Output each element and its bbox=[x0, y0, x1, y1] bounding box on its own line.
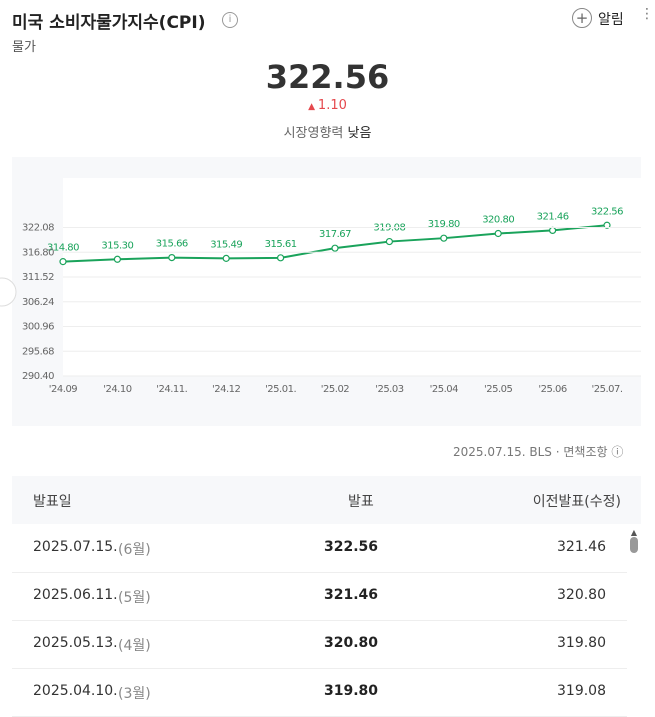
value-label: 314.80 bbox=[47, 243, 79, 254]
previous: 321.46 bbox=[557, 539, 606, 555]
alert-button[interactable]: 알림 bbox=[598, 12, 624, 28]
change: ▲ 1.10 bbox=[0, 98, 655, 113]
actual: 321.46 bbox=[324, 587, 379, 603]
menu[interactable]: ⋮ bbox=[640, 6, 654, 22]
value-label: 319.80 bbox=[428, 219, 460, 230]
point bbox=[59, 258, 67, 266]
y-tick-label: 316.80 bbox=[22, 247, 54, 258]
value-label: 315.61 bbox=[265, 239, 297, 250]
x-tick-label: '25.01. bbox=[265, 384, 296, 395]
date: 2025.04.10. bbox=[33, 683, 118, 699]
impact: 시장영향력 낮음 bbox=[0, 122, 655, 141]
y-tick-label: 300.96 bbox=[22, 322, 54, 333]
value-label: 315.66 bbox=[156, 239, 188, 250]
source-date: 2025.07.15. bbox=[453, 445, 526, 459]
source: 2025.07.15. BLS · 면책조항 ⓘ bbox=[453, 445, 624, 459]
change-value: 1.10 bbox=[317, 98, 347, 113]
date: 2025.07.15. bbox=[33, 539, 118, 555]
source-agency: BLS bbox=[529, 445, 552, 459]
x-tick-label: '24.10 bbox=[103, 384, 132, 395]
table-row: 2025.05.13. (4월) 320.80 319.80 bbox=[12, 620, 627, 669]
x-tick-label: '25.02 bbox=[321, 384, 350, 395]
point bbox=[548, 226, 557, 235]
point bbox=[168, 253, 176, 262]
chart: 314.80 315.30 315.66 315.49 315.61 317.67 319.… bbox=[0, 206, 641, 395]
category: 물가 bbox=[12, 40, 36, 55]
table-row: 2025.06.11. (5월) 321.46 320.80 bbox=[12, 572, 627, 621]
x-tick-label: '25.04 bbox=[430, 384, 459, 395]
actual: 322.56 bbox=[324, 539, 379, 555]
month: (4월) bbox=[118, 638, 151, 654]
x-tick-label: '24.11. bbox=[156, 384, 187, 395]
table-row: 2025.07.15. (6월) 322.56 321.46 bbox=[12, 524, 627, 573]
actual: 320.80 bbox=[324, 635, 379, 651]
header-actual: 발표 bbox=[348, 494, 374, 510]
x-tick-label: '25.05 bbox=[484, 384, 513, 395]
previous: 319.08 bbox=[557, 683, 606, 699]
point bbox=[277, 254, 285, 262]
value-label: 320.80 bbox=[482, 215, 514, 226]
add-icon[interactable]: + bbox=[572, 8, 592, 28]
point bbox=[331, 244, 339, 252]
header-date: 발표일 bbox=[33, 494, 72, 510]
title: 미국 소비자물가지수(CPI) bbox=[12, 13, 206, 33]
scroll-left[interactable] bbox=[0, 277, 17, 307]
y-tick-label: 311.52 bbox=[22, 272, 54, 283]
header-previous: 이전발표(수정) bbox=[532, 494, 621, 510]
month: (5월) bbox=[118, 590, 151, 606]
date: 2025.05.13. bbox=[33, 635, 118, 651]
up-arrow: ▲ bbox=[308, 102, 318, 112]
previous: 320.80 bbox=[557, 587, 606, 603]
x-tick-label: '25.07. bbox=[591, 384, 622, 395]
disclaimer[interactable]: 면책조항 bbox=[563, 445, 608, 459]
y-tick-label: 295.68 bbox=[22, 346, 54, 357]
value-label: 322.56 bbox=[591, 206, 623, 217]
value-label: 321.46 bbox=[537, 211, 569, 222]
point bbox=[603, 221, 611, 229]
point bbox=[222, 254, 230, 262]
impact-value: 낮음 bbox=[347, 126, 372, 141]
x-tick-label: '25.03 bbox=[375, 384, 404, 395]
x-tick-label: '24.09 bbox=[49, 384, 78, 395]
point bbox=[494, 229, 502, 238]
y-tick-label: 290.40 bbox=[22, 371, 54, 382]
date: 2025.06.11. bbox=[33, 587, 118, 603]
point bbox=[385, 237, 393, 246]
y-tick-label: 322.08 bbox=[22, 223, 54, 234]
x-tick-label: '24.12 bbox=[212, 384, 241, 395]
previous: 319.80 bbox=[557, 635, 606, 651]
value-label: 315.49 bbox=[210, 239, 242, 250]
value-label: 317.67 bbox=[319, 229, 351, 240]
value-label: 319.08 bbox=[373, 223, 405, 234]
point bbox=[113, 255, 122, 263]
table-header: 발표일 발표 이전발표(수정) bbox=[12, 476, 641, 524]
month: (6월) bbox=[118, 542, 151, 558]
value-label: 315.30 bbox=[101, 240, 133, 251]
y-tick-label: 306.24 bbox=[22, 297, 54, 308]
scrollbar[interactable]: ▲ bbox=[630, 528, 638, 708]
current-value: 322.56 bbox=[265, 58, 390, 96]
actual: 319.80 bbox=[324, 683, 379, 699]
point bbox=[440, 234, 448, 242]
month: (3월) bbox=[118, 686, 151, 702]
table-row: 2025.04.10. (3월) 319.80 319.08 bbox=[12, 668, 627, 717]
impact-label: 시장영향력 bbox=[283, 126, 344, 141]
x-tick-label: '25.06 bbox=[538, 384, 567, 395]
info-icon[interactable]: i bbox=[222, 12, 238, 28]
